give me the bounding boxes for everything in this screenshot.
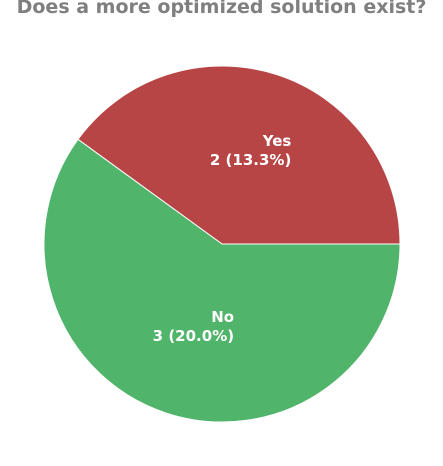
slice-label-value: 2 (13.3%)	[210, 151, 291, 169]
slice-label-value: 3 (20.0%)	[153, 327, 234, 345]
slice-label-name: Yes	[262, 132, 292, 150]
slice-label-name: No	[211, 308, 234, 326]
